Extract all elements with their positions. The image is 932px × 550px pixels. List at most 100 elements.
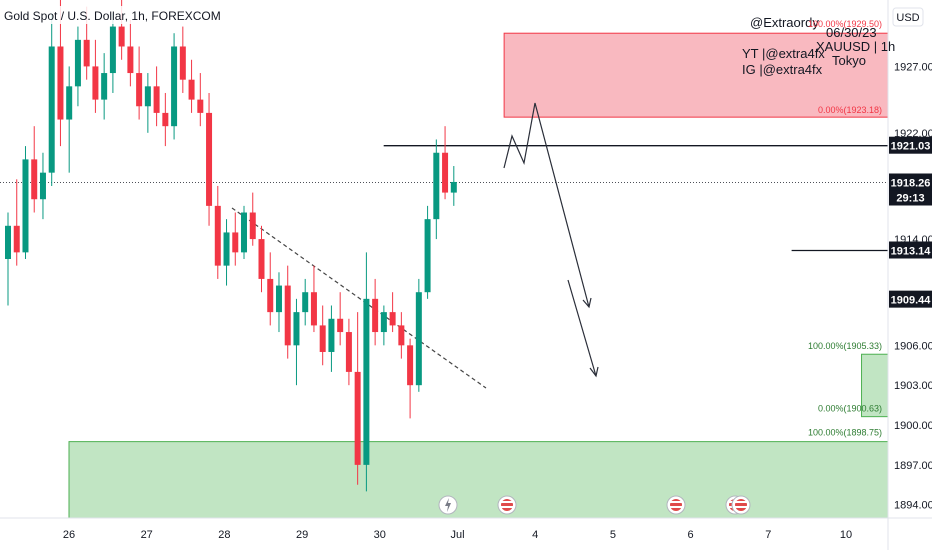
candle-body [372,298,379,333]
candle-body [188,79,195,100]
y-tick-label: 1897.00 [894,460,932,472]
overlay-ig: IG |@extra4fx [742,62,823,77]
chart-texts: Gold Spot / U.S. Dollar, 1h, FOREXCOM USD… [0,6,924,438]
projection-path-1 [503,102,590,308]
candle-body [241,212,248,253]
x-tick-label: 7 [765,529,771,541]
price-tag-level-1-bg [889,136,932,154]
overlay-instrument: XAUUSD | 1h [816,39,895,54]
x-tick-label: 27 [141,529,153,541]
candle-body [109,26,116,74]
candle-body [153,86,160,113]
candle-body [136,73,143,107]
candle-body [319,325,326,352]
candle-body [354,371,361,465]
y-axis: 1894.001897.001900.001903.001906.001914.… [887,0,932,550]
zone-red [503,32,889,118]
drawings [231,102,599,389]
zone-label-green-bottom: 0.00%(1900.63) [818,404,882,414]
candle-body [284,285,291,346]
flag-stripe [735,501,747,503]
projection-path-2 [567,279,597,377]
price-tag-level-1: 1921.03 [891,141,931,153]
x-tick-label: Jul [450,529,464,541]
candle-body [39,172,46,200]
candle-body [83,39,90,67]
candle-body [101,73,108,100]
x-tick-label: 10 [840,529,852,541]
candle-body [144,86,151,107]
candle-body [424,219,431,293]
zone-label-green-lower-top: 100.00%(1898.75) [808,428,882,438]
candles [5,0,457,492]
trend-line [231,207,487,389]
x-tick-label: 26 [63,529,75,541]
currency-button[interactable] [892,7,924,27]
candle-body [162,112,169,127]
candle-body [179,46,186,80]
candle-body [66,86,73,120]
candle-body [249,212,256,240]
candle-body [328,318,335,352]
overlay-session: Tokyo [832,53,866,68]
candle-body [415,292,422,386]
x-tick-label: 30 [374,529,386,541]
candle-body [389,312,396,326]
candle-body [171,46,178,127]
zone-green [861,353,889,418]
candle-body [13,225,20,253]
overlay-handle: @Extraordy [750,15,819,30]
overlay-yt: YT |@extra4fx [742,46,825,61]
y-axis-background [888,0,932,550]
price-tag-level-3-bg [889,290,932,308]
flag-stripe [501,501,513,503]
zone-label-green-top: 100.00%(1905.33) [808,341,882,351]
candle-body [267,278,274,313]
candle-body [57,46,64,120]
x-tick-label: 6 [688,529,694,541]
flag-glyph [501,499,513,511]
zone-label-red-bottom: 0.00%(1923.18) [818,105,882,115]
flag-glyph [670,499,682,511]
zones [68,32,889,519]
countdown-bg [889,190,932,206]
candle-body [127,46,134,74]
candle-body [450,181,457,193]
candle-body [398,325,405,346]
flag-glyph [735,499,747,511]
y-tick-label: 1903.00 [894,380,932,392]
flag-stripe [670,506,682,508]
candle-body [433,152,440,220]
lightning-glyph [445,498,451,512]
candle-body [258,239,265,279]
x-axis: 26 27 28 29 30 Jul 4 5 6 7 10 [0,517,932,541]
candle-body [22,159,29,253]
chart-title: Gold Spot / U.S. Dollar, 1h, FOREXCOM [4,9,221,23]
arrowhead-1 [582,297,592,309]
overlay-date: 06/30/23 [826,25,877,40]
y-tick-label: 1900.00 [894,420,932,432]
candle-body [48,46,55,173]
candle-body [206,112,213,206]
y-tick-label: 1906.00 [894,340,932,352]
candle-body [197,99,204,113]
x-tick-label: 29 [296,529,308,541]
candle-body [293,312,300,346]
x-tick-label: 4 [532,529,538,541]
currency-label: USD [896,12,919,24]
price-tag-level-2-bg [889,241,932,259]
price-tag-level-3: 1909.44 [891,295,932,307]
zone-label-red-top: 100.00%(1929.50) [808,19,882,29]
candle-body [5,225,11,259]
candle-body [118,26,125,47]
candle-body [380,312,387,333]
y-tick-label: 1894.00 [894,500,932,512]
countdown-label: 29:13 [896,192,924,204]
price-tag-level-2: 1913.14 [891,245,932,257]
candle-body [223,232,230,266]
y-tick-label: 1927.00 [894,61,932,73]
candle-body [363,298,370,465]
candle-body [275,285,282,313]
